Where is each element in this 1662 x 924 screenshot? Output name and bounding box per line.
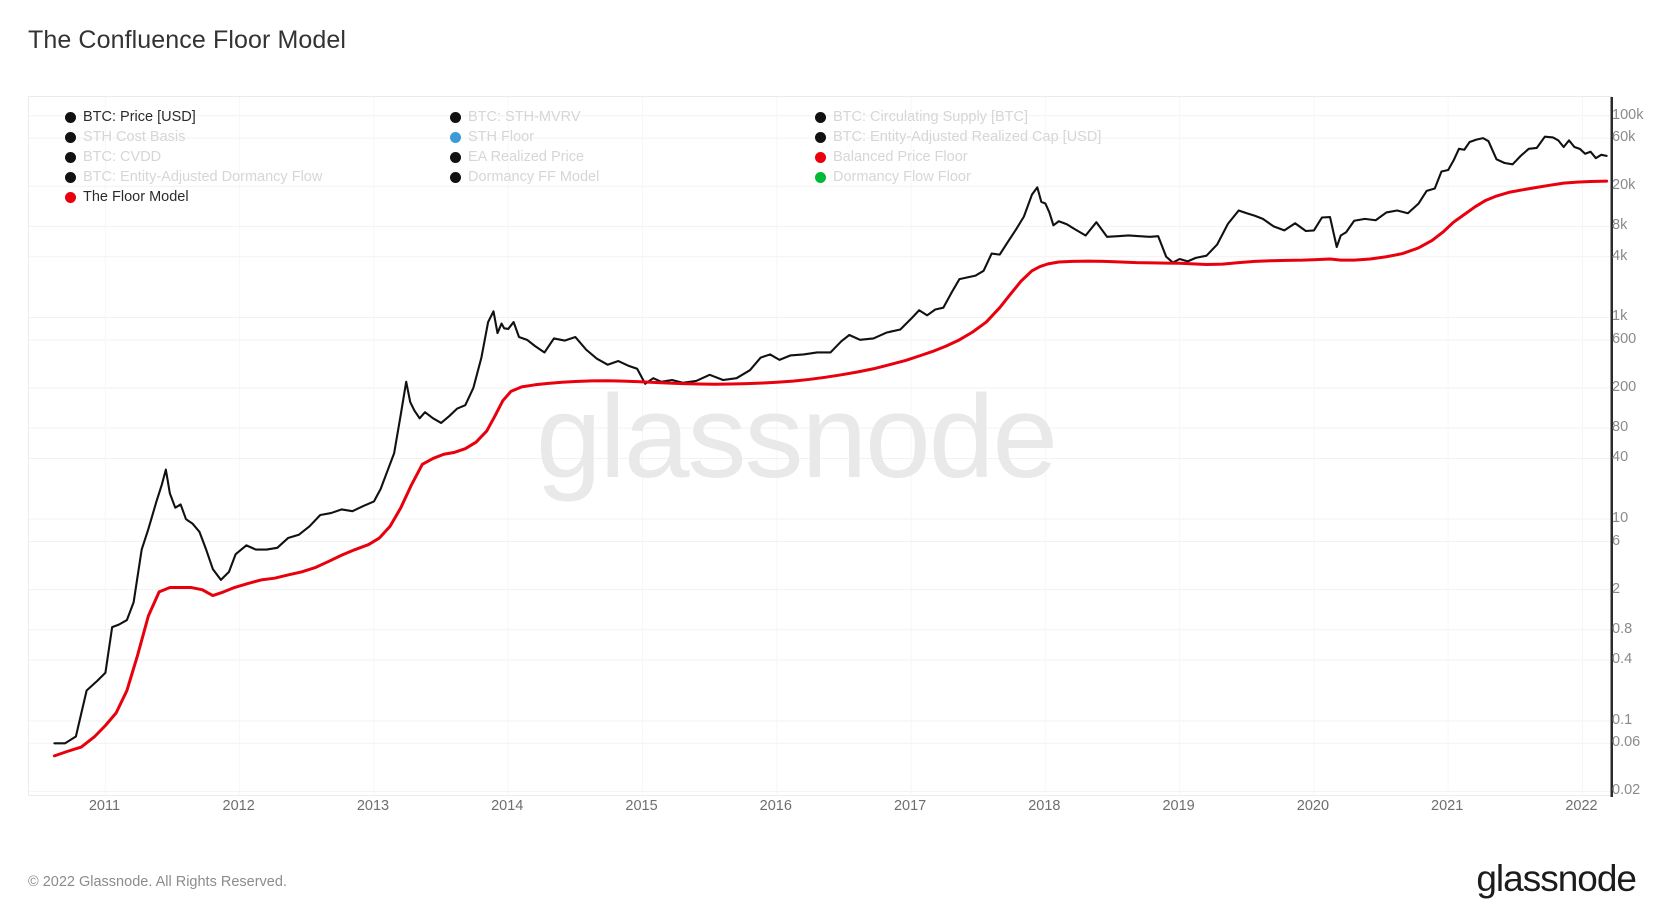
- x-tick-label: 2021: [1431, 798, 1464, 814]
- x-tick-label: 2012: [222, 798, 255, 814]
- y-tick-label: 60k: [1612, 129, 1636, 146]
- series-line-0: [53, 135, 1608, 745]
- x-axis-labels: 2011 2012 2013 2014 2015 2016 2017 2018 2019 2020…: [28, 798, 1612, 828]
- chart-panel: glassnode BTC: Price [USD] STH Cost Basis…: [28, 96, 1613, 797]
- y-tick-label: 0.06: [1612, 734, 1641, 751]
- y-tick-label: 2: [1612, 580, 1621, 597]
- copyright-text: © 2022 Glassnode. All Rights Reserved.: [28, 874, 287, 890]
- x-tick-label: 2013: [356, 798, 390, 814]
- y-axis-labels: 100k 60k 20k 8k 4k 1k 600 200 80 40 10 6 2 0.8 0.4 0.1 0…: [1612, 96, 1662, 799]
- y-tick-label: 40: [1612, 449, 1629, 466]
- y-tick-label: 1k: [1612, 308, 1628, 325]
- y-tick-label: 0.02: [1612, 782, 1641, 799]
- plot-area: glassnode: [29, 97, 1613, 797]
- y-tick-label: 0.4: [1612, 651, 1633, 668]
- chart-svg: [29, 97, 1613, 797]
- y-tick-label: 20k: [1612, 177, 1636, 194]
- y-tick-label: 8k: [1612, 217, 1628, 234]
- x-tick-label: 2017: [893, 798, 927, 814]
- x-tick-label: 2014: [491, 798, 524, 814]
- brand-logo: glassnode: [1476, 858, 1637, 899]
- y-tick-label: 200: [1612, 378, 1637, 395]
- x-tick-label: 2020: [1296, 798, 1330, 814]
- y-tick-label: 4k: [1612, 247, 1628, 264]
- x-tick-label: 2016: [759, 798, 792, 814]
- x-tick-label: 2015: [625, 798, 658, 814]
- y-tick-label: 600: [1612, 330, 1637, 347]
- y-tick-label: 80: [1612, 419, 1629, 436]
- y-tick-label: 6: [1612, 532, 1621, 549]
- x-tick-label: 2022: [1565, 798, 1598, 814]
- y-tick-label: 10: [1612, 510, 1629, 527]
- page-title: The Confluence Floor Model: [28, 26, 347, 54]
- y-tick-label: 0.8: [1612, 620, 1633, 637]
- x-tick-label: 2011: [88, 798, 121, 814]
- x-tick-label: 2018: [1028, 798, 1061, 814]
- series-line-1: [52, 179, 1609, 758]
- y-tick-label: 100k: [1612, 106, 1644, 123]
- y-tick-label: 0.1: [1612, 711, 1633, 728]
- x-tick-label: 2019: [1162, 798, 1195, 814]
